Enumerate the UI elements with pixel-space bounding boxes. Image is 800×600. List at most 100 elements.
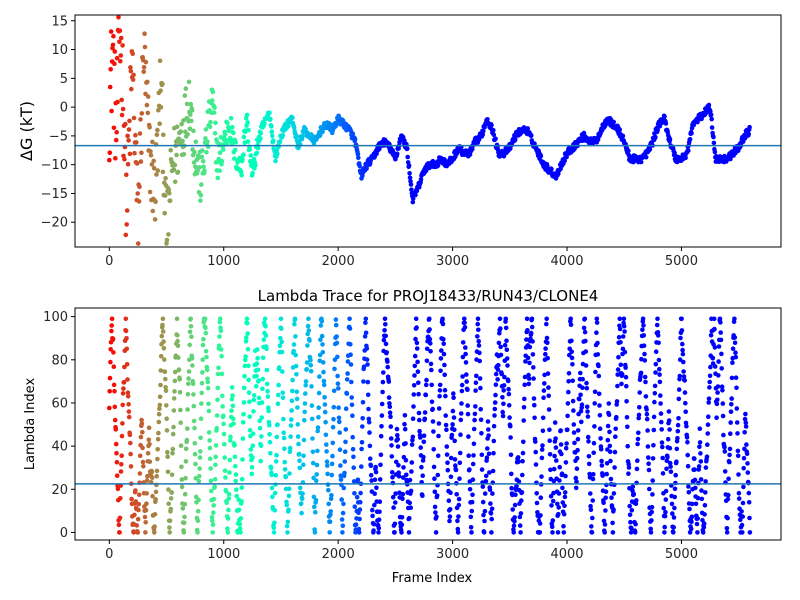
lambda-point (655, 333, 661, 338)
dg-point (127, 118, 132, 124)
lambda-point (431, 429, 436, 434)
lambda-point (589, 530, 595, 535)
lambda-point (268, 465, 274, 471)
dg-point (211, 110, 217, 115)
dg-y-axis-label: ΔG (kT) (17, 101, 36, 161)
lambda-point (143, 530, 148, 535)
lambda-point (296, 451, 302, 457)
lambda-point (373, 464, 379, 470)
lambda-point (427, 327, 432, 332)
lambda-point (401, 465, 406, 470)
lambda-point (580, 376, 585, 382)
lambda-point (259, 415, 265, 420)
dg-point (151, 158, 156, 164)
lambda-point (728, 420, 733, 425)
dg-point (210, 98, 215, 103)
dg-point (134, 161, 140, 166)
lambda-point (596, 373, 602, 379)
lambda-point (241, 412, 246, 417)
lambda-point (700, 517, 705, 523)
lambda-point (721, 432, 726, 438)
lambda-point (338, 477, 344, 482)
lambda-point (342, 470, 347, 476)
lambda-point (150, 493, 155, 499)
lambda-point (338, 463, 343, 468)
lambda-point (518, 511, 524, 516)
lambda-point (244, 316, 250, 322)
dg-point (181, 152, 187, 157)
lambda-point (604, 471, 609, 477)
lambda-point (556, 505, 561, 510)
lambda-point (133, 499, 139, 504)
lambda-point (277, 343, 283, 349)
lambda-point (280, 390, 286, 396)
lambda-point (465, 387, 470, 393)
lambda-point (603, 495, 608, 501)
lambda-point (614, 399, 620, 404)
lambda-point (265, 394, 271, 399)
lambda-point (436, 433, 441, 439)
lambda-point (561, 524, 566, 529)
lambda-point (535, 510, 540, 515)
lambda-point (221, 413, 226, 419)
lambda-point (727, 446, 733, 452)
dg-point (154, 132, 160, 137)
lambda-point (310, 460, 316, 466)
lambda-point (680, 341, 685, 347)
lambda-point (431, 447, 437, 452)
lambda-point (549, 524, 555, 530)
lambda-point (240, 457, 245, 462)
lambda-point (313, 510, 318, 515)
dg-point (687, 137, 693, 142)
lambda-point (450, 422, 455, 427)
lambda-point (656, 340, 661, 346)
lambda-point (652, 391, 658, 396)
lambda-point (664, 466, 669, 472)
lambda-point (214, 413, 220, 418)
lambda-chart: Lambda Trace for PROJ18433/RUN43/CLONE4 … (23, 287, 782, 586)
lambda-point (176, 355, 181, 360)
lambda-point (704, 454, 710, 460)
lambda-point (403, 458, 409, 463)
lambda-point (468, 525, 474, 530)
lambda-point (568, 322, 574, 328)
lambda-point (378, 433, 384, 439)
lambda-point (552, 453, 557, 459)
lambda-point (137, 471, 143, 476)
lambda-point (308, 357, 313, 363)
lambda-point (651, 443, 656, 448)
lambda-point (497, 316, 503, 322)
lambda-point (522, 396, 527, 402)
lambda-point (360, 424, 365, 429)
lambda-point (608, 476, 614, 482)
lambda-point (336, 415, 342, 421)
lambda-point (504, 338, 509, 344)
lambda-point (124, 346, 130, 352)
x-tick-label: 1000 (207, 254, 240, 269)
dg-point (689, 130, 694, 136)
lambda-point (411, 404, 416, 409)
lambda-point (635, 458, 640, 464)
lambda-point (648, 530, 654, 535)
dg-point (114, 55, 120, 61)
dg-point (150, 139, 155, 145)
lambda-point (272, 520, 277, 526)
lambda-point (711, 316, 717, 322)
lambda-point (707, 385, 712, 390)
lambda-point (489, 516, 495, 522)
lambda-point (578, 408, 584, 414)
lambda-point (440, 316, 445, 322)
lambda-point (501, 388, 507, 393)
lambda-point (352, 491, 357, 496)
dg-point (290, 115, 295, 120)
lambda-point (372, 491, 378, 497)
lambda-point (207, 445, 213, 451)
lambda-point (215, 371, 221, 377)
lambda-point (583, 349, 589, 354)
lambda-point (153, 497, 158, 502)
lambda-point (512, 515, 517, 520)
lambda-point (217, 319, 223, 325)
lambda-point (615, 367, 621, 372)
lambda-point (566, 371, 572, 376)
lambda-point (413, 336, 418, 342)
